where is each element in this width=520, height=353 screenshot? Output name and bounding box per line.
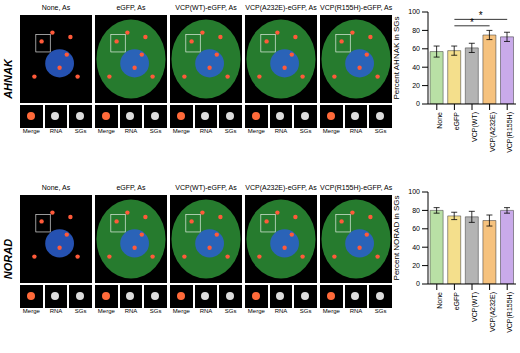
html-text:Merge: Merge [322,127,340,134]
svg-text:None: None [436,292,443,309]
html-text:Merge: Merge [97,307,115,314]
html-text:SGs: SGs [224,307,237,314]
html-text:RNA: RNA [199,307,213,314]
html-text:RNA: RNA [349,307,363,314]
svg-text:100: 100 [408,8,420,15]
html-text:VCP(WT)-eGFP, As: VCP(WT)-eGFP, As [175,184,237,191]
html-text:SGs: SGs [299,307,312,314]
html-text:eGFP, As: eGFP, As [116,4,146,11]
html-text:RNA: RNA [199,127,213,134]
html-text:Merge: Merge [172,307,190,314]
svg-text:VCP(WT): VCP(WT) [471,292,479,322]
svg-text:20: 20 [412,262,420,269]
html-text:NORAD: NORAD [2,238,14,280]
html-text:VCP(R155H)-eGFP, As: VCP(R155H)-eGFP, As [320,4,393,11]
html-text:None, As: None, As [41,4,71,11]
html-text:SGs: SGs [74,307,87,314]
html-text:RNA: RNA [274,307,288,314]
svg-text:60: 60 [412,45,420,52]
html-text:VCP(WT)-eGFP, As: VCP(WT)-eGFP, As [175,4,237,11]
html-text:RNA: RNA [49,307,63,314]
svg-text:0: 0 [416,280,420,287]
svg-text:VCP(A232E): VCP(A232E) [489,292,497,332]
html-text:VCP(A232E)-eGFP, As: VCP(A232E)-eGFP, As [245,4,317,11]
html-text:Merge: Merge [247,127,265,134]
html-text:SGs: SGs [224,127,237,134]
svg-text:0: 0 [416,100,420,107]
html-text:Merge: Merge [322,307,340,314]
html-text:SGs: SGs [374,127,387,134]
html-text:Merge: Merge [172,127,190,134]
html-text:RNA: RNA [124,307,138,314]
svg-text:VCP(A232E): VCP(A232E) [489,112,497,152]
svg-text:VCP(R155H): VCP(R155H) [506,112,514,153]
html-text:VCP(R155H)-eGFP, As: VCP(R155H)-eGFP, As [320,184,393,191]
svg-text:100: 100 [408,188,420,195]
svg-text:80: 80 [412,27,420,34]
html-text:SGs: SGs [299,127,312,134]
html-text:SGs: SGs [149,307,162,314]
html-text:None, As: None, As [41,184,71,191]
html-text:VCP(A232E)-eGFP, As: VCP(A232E)-eGFP, As [245,184,317,191]
html-text:RNA: RNA [49,127,63,134]
svg-text:VCP(WT): VCP(WT) [471,112,479,142]
svg-text:Percent NORAD in SGs: Percent NORAD in SGs [392,196,401,281]
html-text:SGs: SGs [374,307,387,314]
svg-text:60: 60 [412,225,420,232]
html-text:eGFP, As: eGFP, As [116,184,146,191]
html-text:RNA: RNA [349,127,363,134]
html-text:RNA: RNA [124,127,138,134]
svg-text:*: * [470,17,474,28]
svg-text:VCP(R155H): VCP(R155H) [506,292,514,333]
svg-text:*: * [479,10,483,21]
svg-text:40: 40 [412,64,420,71]
html-text:Merge: Merge [97,127,115,134]
html-text:SGs: SGs [149,127,162,134]
html-text:Merge: Merge [247,307,265,314]
svg-text:20: 20 [412,82,420,89]
svg-text:None: None [436,112,443,129]
svg-text:40: 40 [412,244,420,251]
html-text:RNA: RNA [274,127,288,134]
svg-text:eGFP: eGFP [453,112,460,131]
html-text:SGs: SGs [74,127,87,134]
html-text:Merge: Merge [22,127,40,134]
svg-text:eGFP: eGFP [453,292,460,311]
svg-text:80: 80 [412,207,420,214]
html-text:Merge: Merge [22,307,40,314]
html-text:AHNAK: AHNAK [2,59,14,99]
svg-text:Percent AHNAK in SGs: Percent AHNAK in SGs [392,16,401,99]
